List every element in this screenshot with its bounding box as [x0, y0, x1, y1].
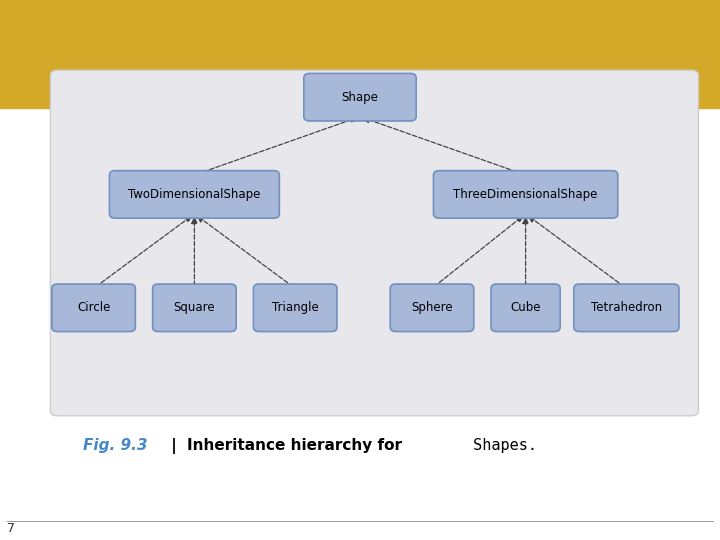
- FancyBboxPatch shape: [433, 171, 618, 218]
- Text: ThreeDimensionalShape: ThreeDimensionalShape: [454, 188, 598, 201]
- Text: |: |: [166, 437, 182, 454]
- FancyBboxPatch shape: [253, 284, 337, 332]
- Text: Inheritance hierarchy for: Inheritance hierarchy for: [186, 438, 402, 453]
- FancyBboxPatch shape: [390, 284, 474, 332]
- Text: TwoDimensionalShape: TwoDimensionalShape: [128, 188, 261, 201]
- FancyBboxPatch shape: [574, 284, 679, 332]
- Text: Circle: Circle: [77, 301, 110, 314]
- FancyBboxPatch shape: [304, 73, 416, 121]
- FancyBboxPatch shape: [491, 284, 560, 332]
- FancyBboxPatch shape: [109, 171, 279, 218]
- FancyBboxPatch shape: [52, 284, 135, 332]
- Text: Sphere: Sphere: [411, 301, 453, 314]
- Text: Square: Square: [174, 301, 215, 314]
- Text: Fig. 9.3: Fig. 9.3: [83, 438, 148, 453]
- Text: Tetrahedron: Tetrahedron: [591, 301, 662, 314]
- Text: Cube: Cube: [510, 301, 541, 314]
- FancyBboxPatch shape: [50, 70, 698, 416]
- Text: Shape: Shape: [341, 91, 379, 104]
- Text: Shapes.: Shapes.: [464, 438, 537, 453]
- Text: 7: 7: [7, 522, 15, 535]
- Text: Triangle: Triangle: [272, 301, 318, 314]
- FancyBboxPatch shape: [153, 284, 236, 332]
